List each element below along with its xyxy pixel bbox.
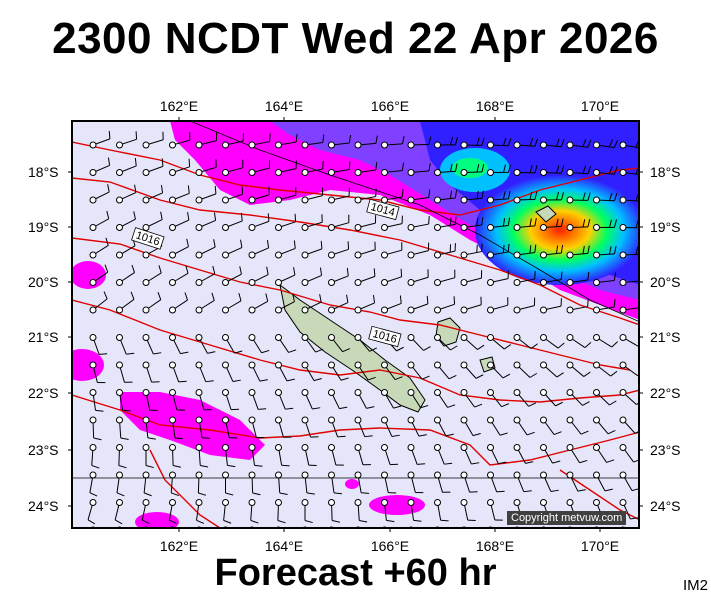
lat-label-left-23: 23°S	[28, 442, 59, 458]
lon-label-bottom-168: 168°E	[475, 538, 515, 554]
lat-label-left-19: 19°S	[28, 219, 59, 235]
forecast-time-title: 2300 NCDT Wed 22 Apr 2026	[52, 14, 659, 63]
lon-label-bottom-166: 166°E	[370, 538, 410, 554]
forecast-lead-subtitle: Forecast +60 hr	[214, 552, 497, 594]
lon-label-top-162: 162°E	[159, 98, 199, 114]
axis-ticks	[68, 117, 643, 532]
isobar-layer	[72, 141, 639, 528]
lat-label-left-21: 21°S	[28, 329, 59, 345]
lat-label-right-22: 22°S	[650, 385, 681, 401]
lat-label-right-23: 23°S	[650, 442, 681, 458]
lon-label-top-166: 166°E	[370, 98, 410, 114]
lon-label-bottom-162: 162°E	[159, 538, 199, 554]
map-frame	[71, 120, 640, 529]
lat-label-left-22: 22°S	[28, 385, 59, 401]
lat-label-right-18: 18°S	[650, 164, 681, 180]
lat-label-right-21: 21°S	[650, 329, 681, 345]
lat-label-left-18: 18°S	[28, 164, 59, 180]
lon-label-top-164: 164°E	[264, 98, 304, 114]
lat-label-right-19: 19°S	[650, 219, 681, 235]
landmass-layer	[279, 205, 557, 413]
lon-label-top-168: 168°E	[475, 98, 515, 114]
lon-label-bottom-164: 164°E	[264, 538, 304, 554]
lat-label-left-20: 20°S	[28, 274, 59, 290]
isobar-label-group: 1014 1016 1016	[131, 198, 402, 348]
copyright-notice: Copyright metvuw.com	[507, 511, 627, 525]
image-tag: IM2	[683, 577, 709, 594]
lat-label-right-20: 20°S	[650, 274, 681, 290]
lon-label-top-170: 170°E	[580, 98, 620, 114]
lat-label-right-24: 24°S	[650, 498, 681, 514]
lon-label-bottom-170: 170°E	[580, 538, 620, 554]
lat-label-left-24: 24°S	[28, 498, 59, 514]
